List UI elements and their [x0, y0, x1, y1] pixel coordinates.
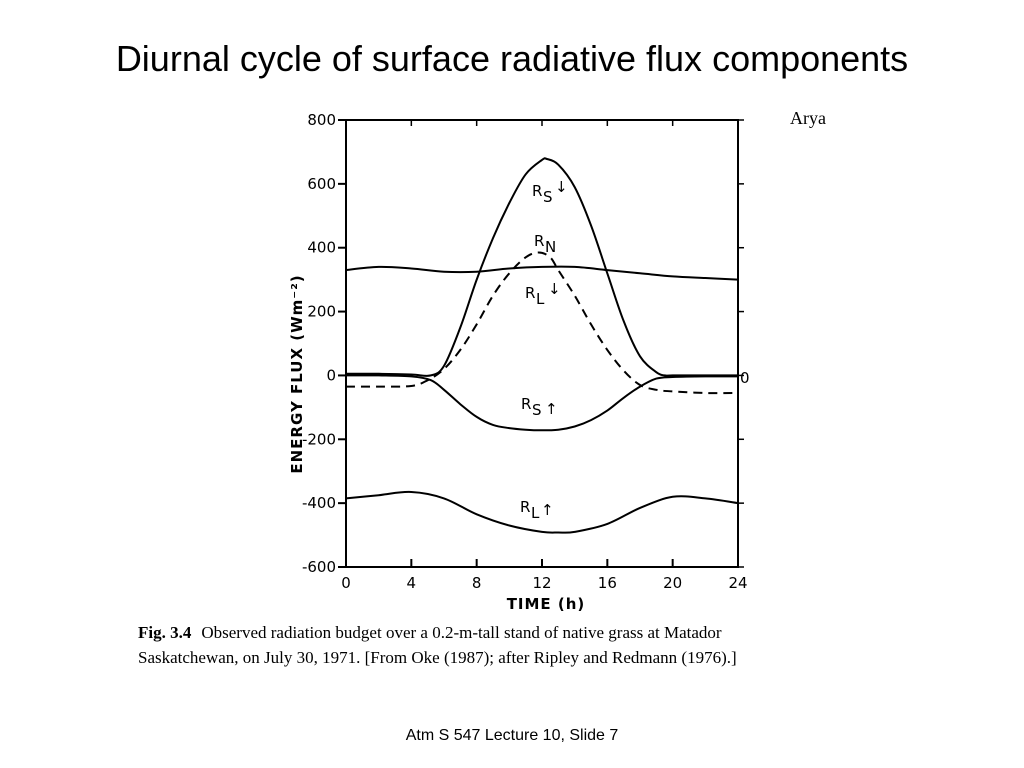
- series-label-rs-down: R S ↓: [532, 178, 568, 206]
- svg-text:L: L: [536, 290, 545, 308]
- svg-text:R: R: [532, 182, 542, 200]
- series-line-rs-up: [345, 374, 739, 432]
- x-tick-label: 8: [472, 574, 482, 592]
- chart-axes: 800 600 400 200 0 -200 -400 -600 0 4 8 12 16 20 24: [302, 111, 748, 592]
- slide-footer: Atm S 547 Lecture 10, Slide 7: [405, 727, 619, 744]
- series-line-rl-up: [345, 490, 739, 534]
- svg-text:R: R: [520, 498, 530, 516]
- svg-text:↑: ↑: [541, 501, 554, 519]
- svg-text:R: R: [521, 395, 531, 413]
- x-tick-label: 12: [532, 574, 551, 592]
- chart-series: [345, 157, 739, 534]
- svg-text:↑: ↑: [545, 400, 558, 418]
- svg-text:R: R: [525, 284, 535, 302]
- y-tick-label: 0: [326, 366, 336, 384]
- y-axis-title: ENERGY FLUX (Wm⁻²): [288, 274, 306, 473]
- slide-title: Diurnal cycle of surface radiative flux …: [115, 38, 909, 79]
- x-axis-title: TIME (h): [507, 595, 586, 613]
- x-tick-label: 16: [598, 574, 617, 592]
- credit-label: Arya: [790, 108, 826, 128]
- svg-text:↓: ↓: [555, 178, 568, 196]
- x-tick-label: 4: [407, 574, 417, 592]
- svg-text:N: N: [545, 238, 556, 256]
- svg-text:S: S: [543, 188, 553, 206]
- y-tick-label: 800: [307, 111, 336, 129]
- caption-line-1: Fig. 3.4 Observed radiation budget over a…: [138, 620, 908, 645]
- series-line-rl-down: [345, 265, 739, 281]
- y-tick-label: 600: [307, 175, 336, 193]
- series-line-rs-down: [345, 157, 738, 377]
- x-tick-label: 24: [728, 574, 747, 592]
- y-tick-label: -600: [302, 558, 336, 576]
- series-label-rn: R N: [534, 232, 556, 256]
- caption-text-1: Observed radiation budget over a 0.2-m-t…: [201, 623, 722, 642]
- y-tick-label: 400: [307, 239, 336, 257]
- flux-chart: 800 600 400 200 0 -200 -400 -600 0 4 8 12 16 20 24 TIM…: [288, 111, 750, 613]
- svg-text:R: R: [534, 232, 544, 250]
- x-tick-label: 20: [663, 574, 682, 592]
- right-axis-zero-label: 0: [740, 369, 750, 387]
- y-tick-label: -400: [302, 494, 336, 512]
- svg-text:S: S: [532, 401, 542, 419]
- figure-caption: Fig. 3.4 Observed radiation budget over a…: [138, 620, 908, 670]
- series-label-rs-up: R S ↑: [521, 395, 558, 419]
- y-tick-label: -200: [302, 430, 336, 448]
- y-tick-label: 200: [307, 303, 336, 321]
- series-line-rn: [345, 251, 739, 395]
- svg-text:L: L: [531, 504, 540, 522]
- figure-number: Fig. 3.4: [138, 623, 192, 642]
- caption-line-2: Saskatchewan, on July 30, 1971. [From Ok…: [138, 648, 737, 667]
- series-label-rl-up: R L ↑: [520, 498, 554, 522]
- x-tick-label: 0: [341, 574, 351, 592]
- series-label-rl-down: R L ↓: [525, 280, 561, 308]
- svg-text:↓: ↓: [548, 280, 561, 298]
